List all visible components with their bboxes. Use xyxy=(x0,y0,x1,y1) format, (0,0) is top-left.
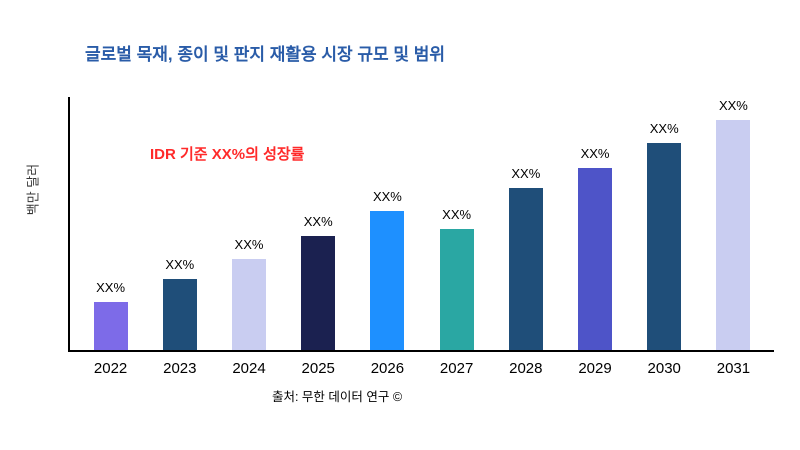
bar-value-label: XX% xyxy=(511,166,541,182)
x-tick-label: 2023 xyxy=(163,360,197,377)
bar-value-label: XX% xyxy=(96,279,126,295)
x-tick-label: 2028 xyxy=(509,360,543,377)
y-axis-label: 백만 달러 xyxy=(25,163,41,216)
source-text: 출처: 무한 데이터 연구 © xyxy=(271,390,403,404)
x-tick-label: 2025 xyxy=(301,360,335,377)
bar-group-2027: XX% 2027 xyxy=(422,97,491,377)
bar xyxy=(647,142,682,350)
bar-group-2025: XX% 2025 xyxy=(284,97,353,377)
x-tick-label: 2026 xyxy=(370,360,405,377)
bar-value-label: XX% xyxy=(234,236,264,252)
bar xyxy=(578,167,613,350)
bar-value-label: XX% xyxy=(165,257,195,273)
bar xyxy=(232,258,266,350)
bar-value-label: XX% xyxy=(580,145,610,161)
bar xyxy=(301,236,336,350)
x-tick-label: 2022 xyxy=(93,360,128,377)
bar-group-2028: XX% 2028 xyxy=(491,97,560,377)
bar xyxy=(93,301,128,350)
bar-value-label: XX% xyxy=(442,206,472,222)
bar-group-2022: XX% 2022 xyxy=(76,97,145,377)
bar-value-label: XX% xyxy=(649,120,679,136)
x-tick-label: 2027 xyxy=(439,360,474,377)
bar-group-2024: XX% 2024 xyxy=(214,97,283,377)
bar-value-label: XX% xyxy=(718,97,748,113)
bar-group-2023: XX% 2023 xyxy=(145,97,214,377)
bar-value-label: XX% xyxy=(303,214,333,230)
bar-group-2029: XX% 2029 xyxy=(560,97,629,377)
x-tick-label: 2031 xyxy=(716,360,751,377)
bar xyxy=(439,228,474,350)
chart-title: 글로벌 목재, 종이 및 판지 재활용 시장 규모 및 범위 xyxy=(85,45,446,64)
bar-group-2030: XX% 2030 xyxy=(630,97,699,377)
bar xyxy=(162,279,197,350)
plot-area: IDR 기준 XX%의 성장률 XX% 2022 XX% 2023 XX% 2024 XX%… xyxy=(68,97,774,377)
x-tick-label: 2029 xyxy=(578,360,612,377)
bar xyxy=(508,188,543,350)
bar-series: XX% 2022 XX% 2023 XX% 2024 XX% 2025 XX% 2026 XX% 20… xyxy=(70,97,774,377)
bar-value-label: XX% xyxy=(372,188,402,204)
bar xyxy=(370,210,405,350)
bar xyxy=(716,119,751,350)
x-tick-label: 2030 xyxy=(647,360,681,377)
growth-annotation: IDR 기준 XX%의 성장률 xyxy=(150,146,305,163)
bar-group-2026: XX% 2026 xyxy=(353,97,422,377)
x-tick-label: 2024 xyxy=(232,360,266,377)
bar-group-2031: XX% 2031 xyxy=(699,97,768,377)
